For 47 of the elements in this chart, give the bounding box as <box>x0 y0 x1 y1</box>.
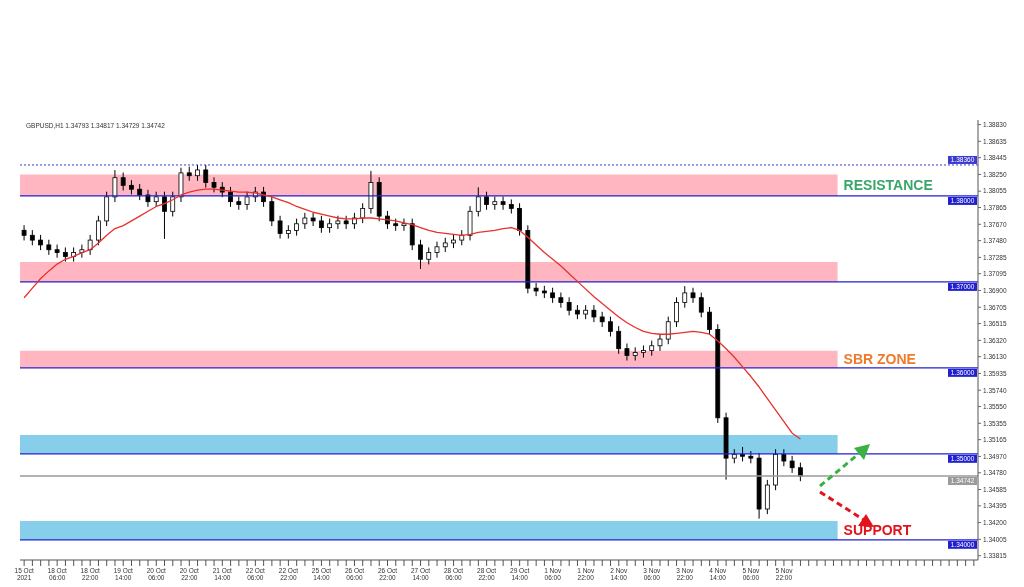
candlestick <box>244 191 250 211</box>
candlestick <box>54 244 60 259</box>
candlestick <box>517 202 522 237</box>
candlestick <box>21 224 27 241</box>
candlestick <box>624 343 630 362</box>
candlestick <box>682 285 688 309</box>
band-label: SUPPORT <box>843 522 912 539</box>
candlestick <box>418 239 423 270</box>
candlestick <box>591 304 597 323</box>
candlestick <box>781 448 787 467</box>
candlestick <box>170 191 176 217</box>
candlestick <box>690 287 696 304</box>
candlestick <box>558 292 564 309</box>
candlestick <box>310 212 316 227</box>
candlestick <box>566 296 572 316</box>
candlestick <box>302 212 308 230</box>
candlestick <box>178 167 184 203</box>
candlestick <box>434 241 440 259</box>
candlestick <box>797 462 803 482</box>
candlestick <box>789 455 795 474</box>
candlestick <box>277 215 283 240</box>
candlestick <box>674 296 679 328</box>
candlestick <box>608 316 613 337</box>
candlestick <box>360 202 366 224</box>
candlestick <box>533 282 539 297</box>
candlestick <box>211 176 217 193</box>
candlestick <box>162 191 167 240</box>
candlestick <box>467 205 473 241</box>
candlestick <box>409 218 415 251</box>
candlestick <box>475 186 481 217</box>
candlestick <box>203 164 209 189</box>
band-label: RESISTANCE <box>843 177 933 194</box>
candlestick <box>484 191 489 211</box>
band-label: SBR ZONE <box>843 351 916 368</box>
candlestick <box>95 215 101 246</box>
candlestick <box>657 333 663 352</box>
candlestick <box>698 292 704 318</box>
candlestick <box>87 234 93 256</box>
candlestick <box>335 215 341 230</box>
candlestick <box>707 306 712 336</box>
candlestick <box>401 218 407 232</box>
candlestick <box>665 316 671 345</box>
candlestick <box>112 169 118 203</box>
candlestick <box>764 479 770 515</box>
candlestick <box>616 325 622 355</box>
candlestick <box>500 196 506 211</box>
candlestick <box>269 196 275 227</box>
